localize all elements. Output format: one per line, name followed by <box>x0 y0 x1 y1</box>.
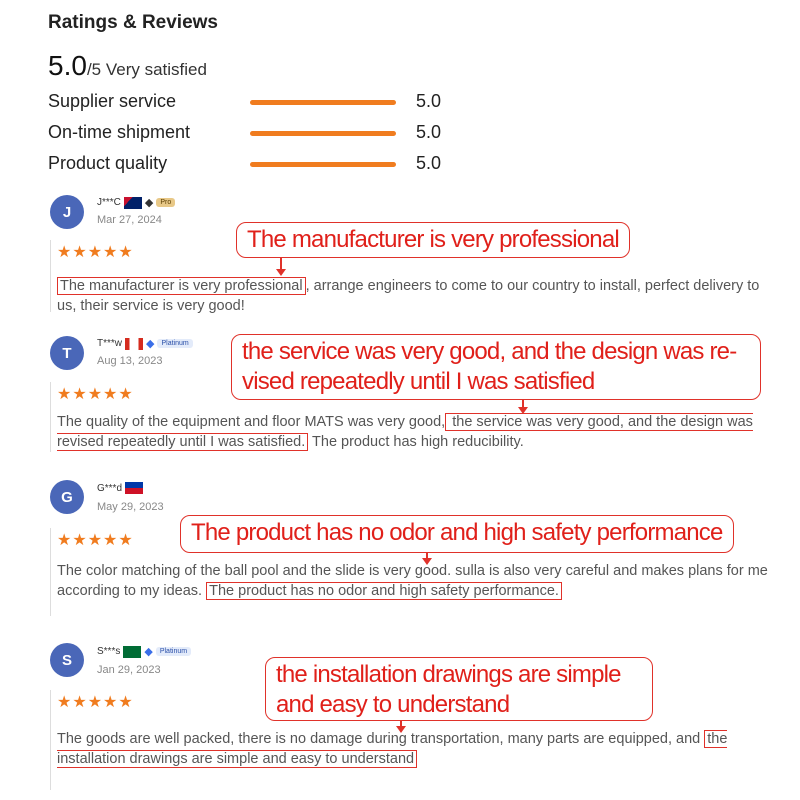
review-text: The quality of the equipment and floor M… <box>57 412 769 452</box>
avatar: J <box>50 195 84 229</box>
diamond-icon: ◆ <box>146 338 155 350</box>
highlighted-text: The manufacturer is very professional <box>57 277 306 295</box>
reviewer-name-text: T***w <box>97 338 123 349</box>
callout: The product has no odor and high safety … <box>180 515 734 553</box>
rating-label: Product quality <box>48 153 168 173</box>
divider <box>50 690 51 790</box>
diamond-icon: ◆ <box>144 646 153 658</box>
star-rating: ★★★★★ <box>57 244 134 261</box>
platinum-badge: Platinum <box>155 647 192 656</box>
avatar: G <box>50 480 84 514</box>
callout: the installation drawings are simple and… <box>265 657 653 721</box>
rating-row-product-quality: Product quality 5.0 <box>48 153 468 177</box>
diamond-icon: ◆ <box>144 197 154 209</box>
divider <box>50 382 51 452</box>
avatar: S <box>50 643 84 677</box>
rating-bar <box>250 100 396 105</box>
canada-flag-icon <box>125 337 144 350</box>
divider <box>50 240 51 312</box>
arrow-icon <box>276 258 286 276</box>
pro-badge: Pro <box>156 198 176 207</box>
rating-label: On-time shipment <box>48 122 191 142</box>
reviewer-name-text: S***s <box>97 646 121 657</box>
rating-value: 5.0 <box>416 122 442 142</box>
section-title: Ratings & Reviews <box>48 12 218 33</box>
star-rating: ★★★★★ <box>57 532 134 549</box>
reviewer-name-text: G***d <box>97 482 123 494</box>
philippines-flag-icon <box>125 482 144 494</box>
rating-bar <box>250 162 396 167</box>
callout: the service was very good, and the desig… <box>231 334 761 400</box>
review-text: The goods are well packed, there is no d… <box>57 729 769 769</box>
rating-value: 5.0 <box>416 91 442 111</box>
review-date: Jan 29, 2023 <box>97 664 161 676</box>
arrow-icon <box>396 721 406 733</box>
divider <box>50 528 51 616</box>
rating-row-supplier-service: Supplier service 5.0 <box>48 91 468 115</box>
review-text-pre: The goods are well packed, there is no d… <box>57 731 705 747</box>
reviewer-name: T***w ◆ Platinum <box>97 337 193 350</box>
star-rating: ★★★★★ <box>57 386 134 403</box>
platinum-badge: Platinum <box>157 339 193 348</box>
highlighted-text: the installation drawings are simple and… <box>57 730 728 768</box>
review-date: Aug 13, 2023 <box>97 355 163 367</box>
rating-row-on-time-shipment: On-time shipment 5.0 <box>48 122 468 146</box>
australia-flag-icon <box>123 196 142 209</box>
review-text-post: The product has high reducibility. <box>308 434 524 450</box>
arrow-icon <box>422 553 432 565</box>
avatar: T <box>50 336 84 370</box>
star-rating: ★★★★★ <box>57 694 134 711</box>
highlighted-text: The product has no odor and high safety … <box>206 582 562 600</box>
saudi-arabia-flag-icon <box>123 645 142 658</box>
review-text-pre: The color matching of the ball pool and … <box>57 563 768 599</box>
callout: The manufacturer is very professional <box>236 222 630 258</box>
score-suffix: /5 Very satisfied <box>86 60 207 79</box>
review-text: The manufacturer is very professional, a… <box>57 276 769 316</box>
score-value: 5.0 <box>48 50 87 81</box>
review-text-post: , arrange engineers to come to our count… <box>57 278 760 314</box>
reviewer-name-text: J***C <box>97 197 121 208</box>
highlighted-text: the service was very good, and the desig… <box>57 413 753 451</box>
review-date: May 29, 2023 <box>97 501 164 513</box>
arrow-icon <box>518 400 528 414</box>
overall-score: 5.0/5 Very satisfied <box>48 50 207 82</box>
reviewer-name: S***s ◆ Platinum <box>97 645 192 658</box>
review-text-pre: The quality of the equipment and floor M… <box>57 414 446 430</box>
rating-label: Supplier service <box>48 91 177 111</box>
review-text: The color matching of the ball pool and … <box>57 561 769 601</box>
rating-value: 5.0 <box>416 153 442 173</box>
review-date: Mar 27, 2024 <box>97 214 162 226</box>
rating-bar <box>250 131 396 136</box>
reviewer-name: G***d <box>97 482 144 494</box>
reviewer-name: J***C ◆ Pro <box>97 196 176 209</box>
